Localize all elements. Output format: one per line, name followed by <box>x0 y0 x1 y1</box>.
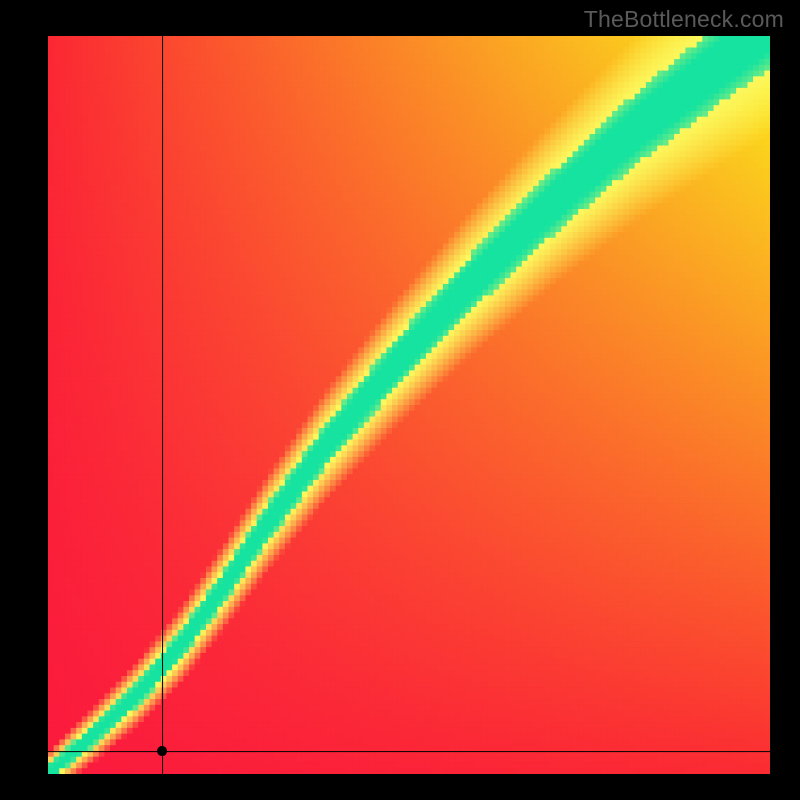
heatmap-canvas <box>48 36 770 774</box>
heatmap-plot <box>48 36 770 774</box>
watermark-text: TheBottleneck.com <box>584 6 784 33</box>
